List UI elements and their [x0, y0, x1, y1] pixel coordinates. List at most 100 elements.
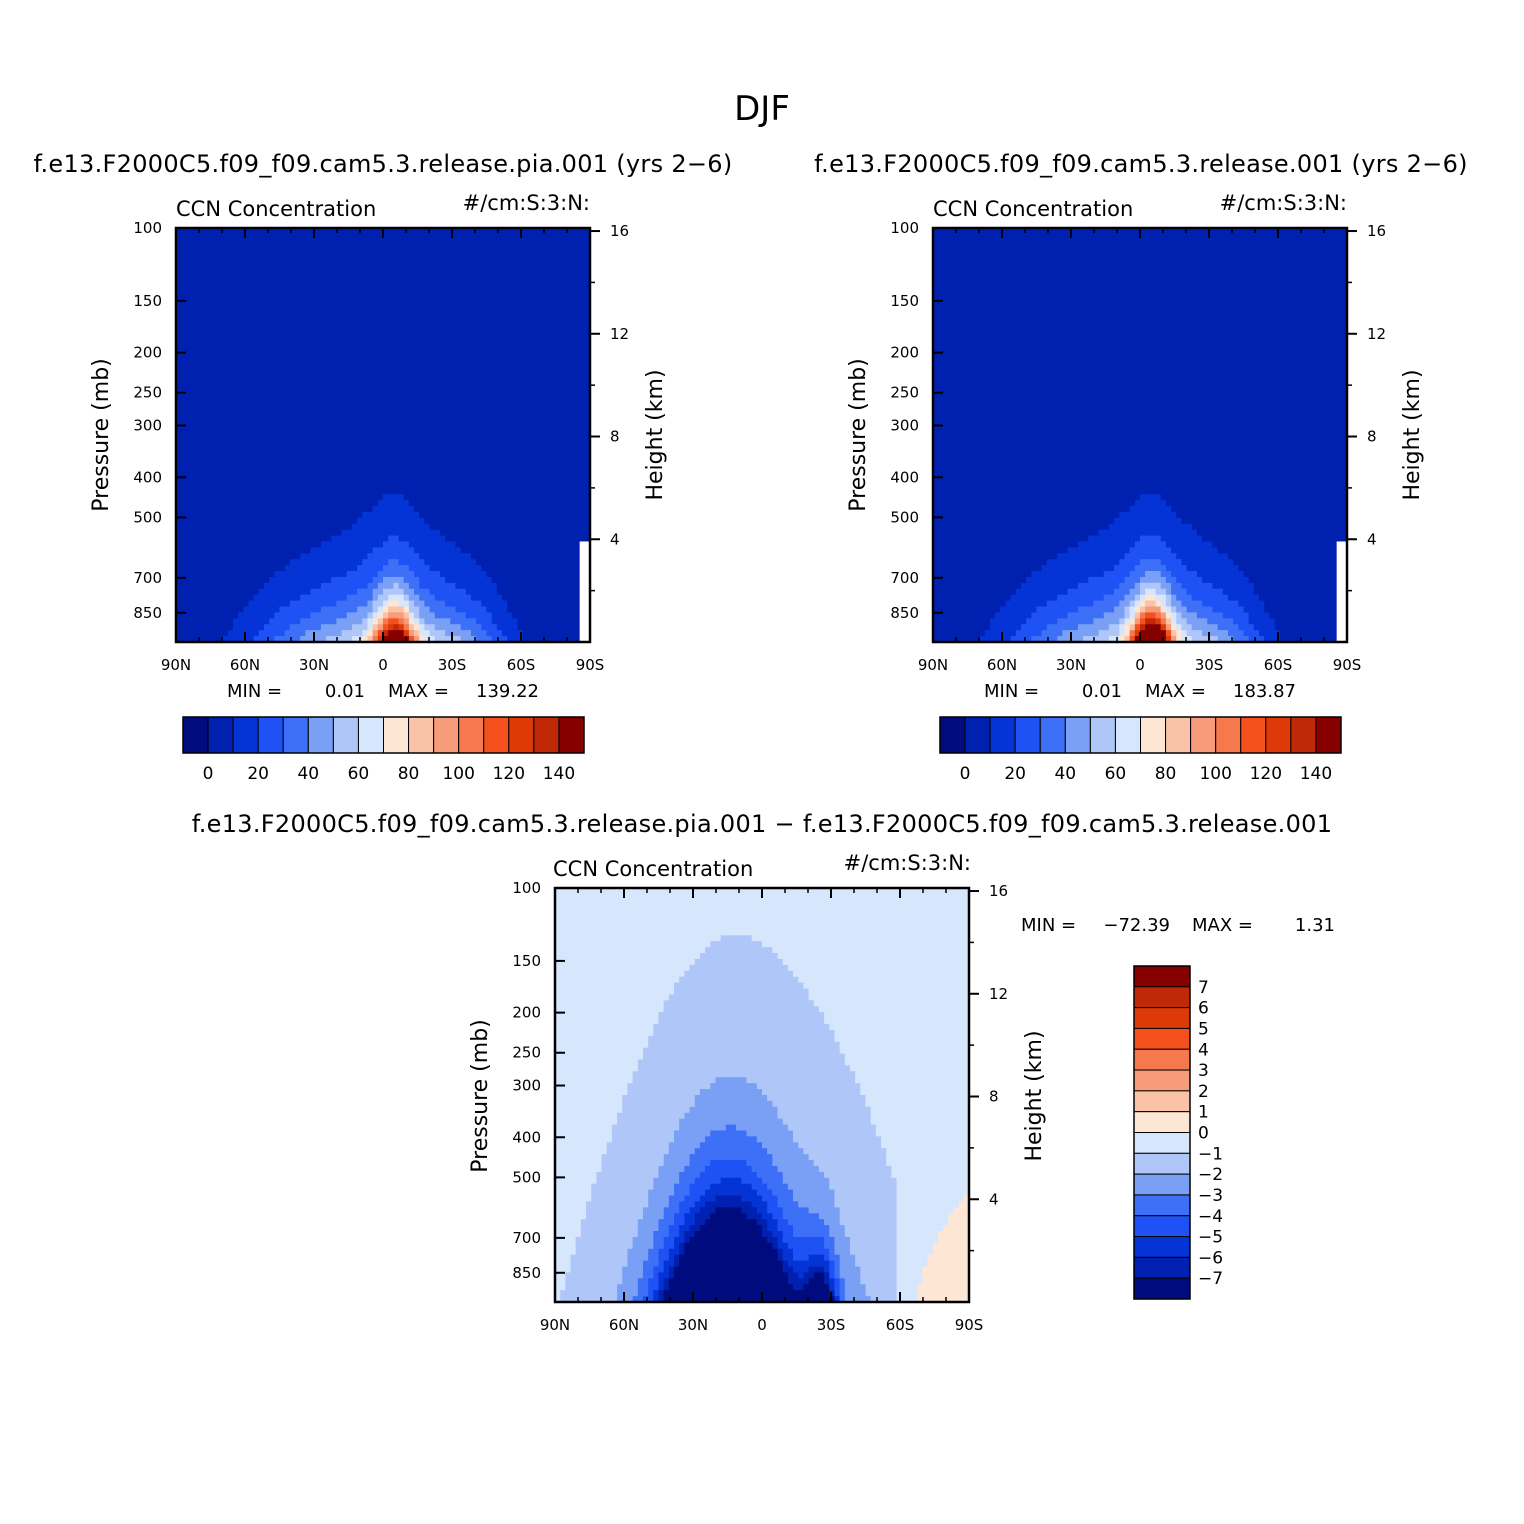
panel1-field-cell: [186, 358, 193, 365]
panel1-field-cell: [408, 334, 415, 341]
panel1-field-cell: [569, 464, 576, 472]
panel1-field-cell: [336, 405, 343, 412]
panel1-field-cell: [476, 500, 482, 507]
panel1-field-cell: [419, 476, 425, 483]
panel1-field-cell: [393, 517, 400, 525]
panel1-field-cell: [372, 369, 379, 377]
panel1-field-cell: [258, 281, 265, 288]
panel1-field-cell: [512, 287, 519, 294]
panel1-field-cell: [419, 494, 425, 501]
panel1-field-cell: [434, 446, 441, 454]
panel1-field-cell: [212, 393, 218, 401]
panel1-field-cell: [212, 322, 218, 330]
panel1-field-cell: [533, 446, 539, 454]
panel1-field-cell: [243, 417, 250, 424]
panel1-field-cell: [569, 523, 576, 531]
panel1-field-cell: [439, 369, 446, 377]
panel1-field-cell: [445, 529, 451, 537]
panel1-field-cell: [548, 358, 555, 365]
panel1-field-cell: [227, 547, 234, 554]
panel1-field-cell: [295, 423, 301, 430]
panel1-field-cell: [408, 476, 415, 483]
panel1-field-cell: [315, 257, 322, 265]
panel1-field-cell: [543, 251, 550, 259]
panel1-field-cell: [445, 541, 451, 548]
panel1-field-cell: [207, 423, 213, 430]
panel1-field-cell: [496, 535, 503, 543]
panel1-field-cell: [424, 458, 431, 466]
panel1-field-cell: [502, 517, 508, 525]
panel1-field-cell: [238, 594, 244, 602]
panel1-field-cell: [439, 435, 446, 442]
panel1-field-cell: [512, 393, 519, 401]
panel1-field-cell: [196, 458, 203, 466]
panel1-field-cell: [331, 559, 338, 566]
panel1-field-cell: [424, 316, 431, 324]
panel1-field-cell: [362, 494, 369, 501]
panel1-field-cell: [377, 452, 384, 460]
panel1-field-cell: [176, 452, 182, 460]
panel1-field-cell: [476, 505, 482, 513]
panel1-field-cell: [408, 464, 415, 472]
panel1-field-cell: [186, 369, 193, 377]
panel1-field-cell: [326, 304, 332, 312]
panel1-field-cell: [238, 541, 244, 548]
panel1-field-cell: [372, 500, 379, 507]
panel1-field-cell: [222, 529, 229, 537]
panel1-field-cell: [305, 239, 312, 247]
panel1-field-cell: [548, 293, 555, 300]
panel1-field-cell: [481, 334, 488, 341]
panel1-field-cell: [300, 464, 306, 472]
panel1-field-cell: [279, 565, 286, 572]
panel1-field-cell: [263, 541, 270, 548]
panel1-field-cell: [217, 594, 224, 602]
panel1-field-cell: [269, 594, 275, 602]
panel1-field-cell: [191, 346, 198, 353]
panel1-field-cell: [331, 440, 338, 448]
panel1-field-cell: [491, 547, 498, 554]
panel1-field-cell: [470, 298, 477, 306]
panel1-field-cell: [300, 281, 306, 288]
panel1-field-cell: [491, 458, 498, 466]
panel1-field-cell: [398, 293, 405, 300]
panel1-field-cell: [336, 310, 343, 318]
panel1-field-cell: [507, 571, 513, 578]
panel1-field-cell: [201, 523, 208, 531]
panel1-field-cell: [455, 500, 462, 507]
panel1-field-cell: [326, 346, 332, 353]
panel1-field-cell: [543, 387, 550, 395]
panel1-field-cell: [310, 565, 317, 572]
panel1-field-cell: [238, 559, 244, 566]
panel1-field-cell: [522, 257, 529, 265]
panel1-field-cell: [476, 233, 482, 241]
panel1-field-cell: [176, 511, 182, 519]
panel1-field-cell: [393, 233, 400, 241]
panel1-field-cell: [222, 571, 229, 578]
panel1-field-cell: [424, 381, 431, 389]
panel1-field-cell: [253, 494, 260, 501]
panel1-field-cell: [351, 452, 358, 460]
panel1-field-cell: [232, 304, 239, 312]
panel1-field-cell: [533, 269, 539, 276]
panel1-field-cell: [496, 287, 503, 294]
panel1-field-cell: [393, 328, 400, 336]
panel1-field-cell: [372, 393, 379, 401]
panel1-field-cell: [424, 417, 431, 424]
panel1-field-cell: [336, 269, 343, 276]
panel1-field-cell: [496, 275, 503, 282]
panel1-field-cell: [377, 233, 384, 241]
panel1-field-cell: [238, 393, 244, 401]
panel1-field-cell: [196, 287, 203, 294]
panel1-field-cell: [502, 328, 508, 336]
panel1-field-cell: [269, 358, 275, 365]
panel1-field-cell: [181, 346, 187, 353]
panel1-field-cell: [310, 535, 317, 543]
panel1-field-cell: [248, 547, 255, 554]
panel1-field-cell: [538, 440, 545, 448]
panel1-field-cell: [424, 440, 431, 448]
panel1-field-cell: [222, 257, 229, 265]
panel1-field-cell: [393, 500, 400, 507]
panel1-field-cell: [263, 298, 270, 306]
panel1-field-cell: [476, 511, 482, 519]
panel1-field-cell: [486, 334, 493, 341]
